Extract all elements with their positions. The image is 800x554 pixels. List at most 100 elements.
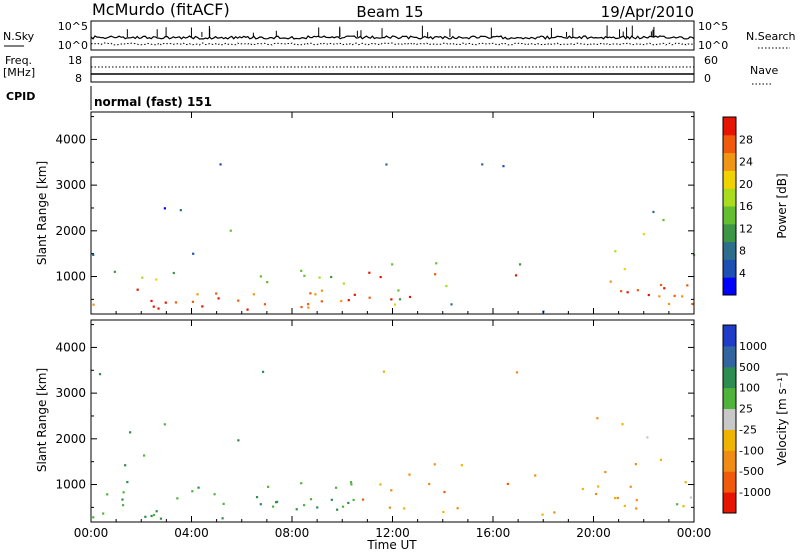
range-gate-cell xyxy=(174,301,178,304)
range-gate-cell xyxy=(433,463,436,466)
range-gate-cell xyxy=(201,305,204,308)
nsearch-tick-bottom: 10^0 xyxy=(698,39,728,52)
station-title: McMurdo (fitACF) xyxy=(92,0,230,19)
colorbar-frame xyxy=(722,324,737,514)
velocity-panel-frame xyxy=(90,319,695,523)
range-gate-cell xyxy=(636,289,639,292)
range-gate-cell xyxy=(609,280,612,283)
range-gate-cell xyxy=(144,515,147,518)
range-gate-cell xyxy=(581,487,584,491)
nsearch-tick-top: 10^5 xyxy=(698,20,728,33)
xtick-label: 00:00 xyxy=(74,526,109,540)
range-gate-cell xyxy=(408,295,412,299)
range-gate-cell xyxy=(92,253,95,257)
xtick-label: 20:00 xyxy=(576,526,611,540)
colorbar-segment xyxy=(723,206,736,225)
range-gate-cell xyxy=(141,276,144,279)
range-gate-cell xyxy=(215,292,218,295)
colorbar-segment xyxy=(723,241,736,260)
range-gate-cell xyxy=(330,275,333,279)
freq-tick-bottom: 8 xyxy=(75,72,82,85)
colorbar-tick-label: 8 xyxy=(739,245,746,258)
power-scatter xyxy=(92,163,696,313)
range-gate-cell xyxy=(385,163,388,166)
range-gate-cell xyxy=(150,514,153,518)
range-gate-cell xyxy=(443,490,446,494)
range-gate-cell xyxy=(390,298,393,301)
range-gate-cell xyxy=(689,496,692,499)
range-gate-cell xyxy=(626,291,629,294)
freq-series xyxy=(91,66,694,75)
range-gate-cell xyxy=(271,505,275,508)
range-gate-cell xyxy=(164,301,167,304)
range-gate-cell xyxy=(191,300,195,303)
range-gate-cell xyxy=(390,489,393,492)
ytick-label: 4000 xyxy=(55,132,86,146)
range-gate-cell xyxy=(635,507,638,510)
range-gate-cell xyxy=(179,209,182,212)
range-gate-cell xyxy=(92,303,95,306)
range-gate-cell xyxy=(197,486,200,489)
colorbar-segment xyxy=(723,277,736,296)
colorbar-segment xyxy=(723,134,736,154)
beam-title: Beam 15 xyxy=(356,3,423,21)
colorbar-segment xyxy=(723,170,736,189)
colorbar-tick-label: 28 xyxy=(739,133,753,146)
range-gate-cell xyxy=(300,482,303,485)
range-gate-cell xyxy=(217,297,220,300)
colorbar-segment xyxy=(723,492,736,514)
colorbar-frame xyxy=(722,116,737,296)
range-gate-cell xyxy=(303,274,306,277)
range-gate-cell xyxy=(379,483,382,486)
range-gate-cell xyxy=(541,513,544,516)
range-gate-cell xyxy=(620,290,623,293)
range-gate-cell xyxy=(368,296,371,299)
range-gate-cell xyxy=(341,505,345,508)
range-gate-cell xyxy=(106,493,109,496)
ytick-label: 4000 xyxy=(55,340,86,354)
range-gate-cell xyxy=(614,250,617,253)
nsky-series xyxy=(90,25,695,46)
range-gate-cell xyxy=(303,504,306,507)
colorbar-segment xyxy=(723,408,736,430)
range-gate-cell xyxy=(255,496,259,499)
range-gate-cell xyxy=(534,474,537,477)
range-gate-cell xyxy=(330,498,333,501)
range-gate-cell xyxy=(647,293,650,297)
power-colorbar: 4 8 12 16 20 24 28 Power [dB] xyxy=(722,116,789,296)
range-gate-cell xyxy=(252,293,255,296)
range-gate-cell xyxy=(353,293,356,296)
colorbar-tick-label: -500 xyxy=(739,465,764,478)
colorbar-tick-label: -25 xyxy=(739,423,757,436)
ytick-label: 1000 xyxy=(55,270,86,284)
nsky-tick-bottom: 10^0 xyxy=(58,39,88,52)
colorbar-tick-label: 4 xyxy=(739,267,746,280)
range-gate-cell xyxy=(159,517,163,520)
range-gate-cell xyxy=(163,207,166,210)
range-gate-cell xyxy=(662,218,665,222)
range-gate-cell xyxy=(142,454,146,457)
range-gate-cell xyxy=(621,423,624,426)
range-gate-cell xyxy=(266,280,269,284)
range-gate-cell xyxy=(596,417,599,420)
colorbar-segment xyxy=(723,152,736,171)
nave-label: Nave xyxy=(750,64,778,77)
range-gate-cell xyxy=(263,303,267,306)
colorbar-tick-label: 24 xyxy=(739,156,753,169)
range-gate-cell xyxy=(442,510,445,514)
colorbar-segment xyxy=(723,223,736,243)
range-gate-cell xyxy=(237,439,240,442)
range-gate-cell xyxy=(518,263,522,266)
range-gate-cell xyxy=(340,299,343,303)
range-gate-cell xyxy=(229,229,232,232)
xtick-label: 04:00 xyxy=(174,526,209,540)
range-gate-cell xyxy=(658,295,661,298)
range-gate-cell xyxy=(316,506,319,509)
range-gate-cell xyxy=(124,464,127,467)
nave-tick-top: 60 xyxy=(704,54,718,67)
colorbar-segment xyxy=(723,259,736,278)
range-gate-cell xyxy=(307,303,310,306)
range-gate-cell xyxy=(126,480,129,484)
range-gate-cell xyxy=(623,268,626,271)
range-gate-cell xyxy=(191,490,194,493)
